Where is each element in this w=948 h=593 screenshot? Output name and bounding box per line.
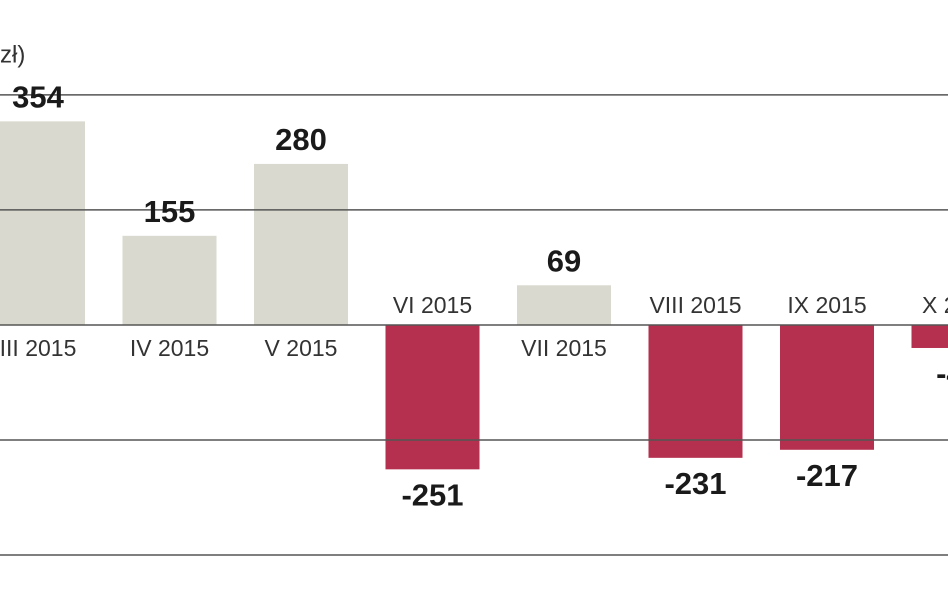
x-tick-label: VII 2015 [521,335,607,361]
unit-label: zł) [0,41,25,68]
bar [385,324,480,470]
x-tick-label: VIII 2015 [649,292,741,318]
x-tick-label: VI 2015 [393,292,472,318]
value-label: -217 [796,458,858,493]
x-tick-label: IV 2015 [130,335,209,361]
value-label: -231 [664,466,726,501]
bar [517,285,611,325]
value-label: 155 [144,194,196,229]
x-tick-label: III 2015 [0,335,76,361]
bar [780,324,874,450]
value-label: 354 [12,80,64,115]
bar [0,121,85,325]
value-label: 69 [547,243,581,278]
bar [911,324,948,348]
bar [122,235,217,325]
bar [254,163,348,325]
x-tick-label: IX 2015 [787,292,866,318]
value-label: 280 [275,122,327,157]
x-tick-label: V 2015 [265,335,338,361]
value-label: -40 [936,356,948,391]
value-label: -251 [401,478,463,513]
bar [648,324,743,458]
x-tick-label: X 2015 [922,292,948,318]
